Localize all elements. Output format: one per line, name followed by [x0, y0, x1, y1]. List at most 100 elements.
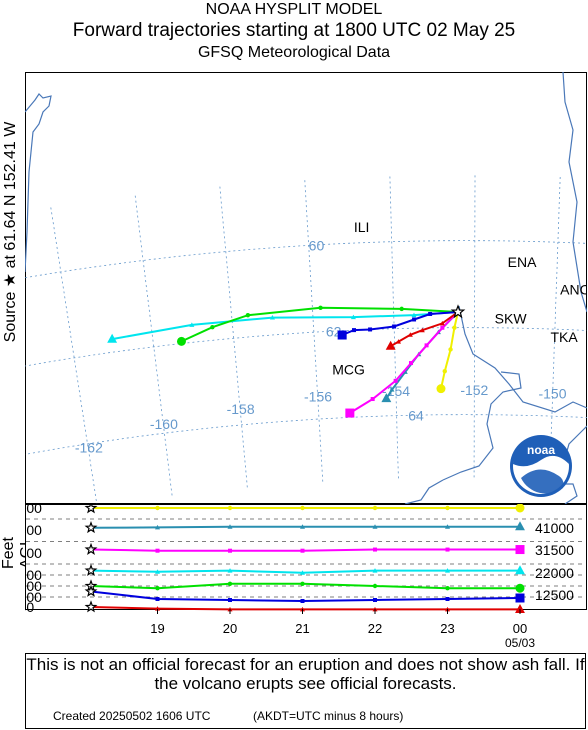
height-endpoint	[515, 583, 525, 593]
height-point	[300, 524, 305, 529]
height-line	[90, 525, 520, 529]
trajectory-point	[399, 306, 404, 312]
time-tick-label: 00	[513, 621, 527, 636]
time-tick-label: 19	[150, 621, 164, 636]
height-point	[227, 568, 233, 573]
height-tick-label: 20000	[25, 567, 42, 583]
trajectory-5000	[385, 311, 459, 350]
height-series-12500	[84, 584, 525, 603]
trajectory-15000	[176, 305, 459, 346]
model-title: NOAA HYSPLIT MODEL	[205, 1, 383, 18]
height-point	[300, 548, 305, 553]
trajectory-endpoint	[385, 340, 396, 350]
time-tick-label: 20	[223, 621, 237, 636]
trajectory-point	[411, 312, 417, 318]
lat-lon-grid	[25, 175, 587, 504]
trajectory-endpoint	[436, 384, 446, 394]
source-star-icon	[84, 504, 98, 514]
time-tick-label: 21	[295, 621, 309, 636]
height-point	[372, 505, 378, 511]
trajectory-endpoint	[337, 330, 347, 340]
longitude-label: -156	[304, 389, 332, 405]
station-skw: SKW	[495, 310, 528, 326]
height-endpoint	[515, 521, 525, 531]
height-point	[445, 586, 450, 591]
time-tick-label: 23	[440, 621, 454, 636]
trajectory-point	[439, 320, 445, 326]
height-tick-label: 15000	[25, 578, 42, 594]
source-star-icon	[84, 521, 98, 534]
trajectory-point	[402, 369, 408, 374]
height-point	[155, 524, 160, 530]
height-point	[300, 570, 305, 575]
trajectory-point	[408, 361, 413, 366]
parallel-line	[25, 327, 587, 367]
height-endpoint	[515, 565, 525, 575]
height-endpoint	[515, 545, 525, 555]
station-ili: ILI	[354, 219, 370, 235]
created-timestamp: Created 20250502 1606 UTC	[53, 709, 211, 723]
footer-box: This is not an official forecast for an …	[25, 653, 586, 729]
height-gridlines	[26, 518, 586, 598]
trajectory-50000	[436, 311, 459, 394]
trajectory-22000	[107, 311, 459, 343]
height-series-22000	[84, 563, 525, 576]
meridian-line	[50, 207, 98, 504]
height-point	[372, 568, 378, 573]
longitude-label: -152	[460, 382, 488, 398]
height-series-50000	[84, 504, 525, 514]
trajectory-point	[210, 324, 215, 330]
parallel-line	[25, 240, 587, 279]
disclaimer-text: This is not an official forecast for an …	[26, 655, 585, 693]
station-anc: ANC	[560, 282, 587, 298]
height-point	[155, 569, 160, 574]
trajectory-point	[389, 387, 395, 392]
trajectory-point	[440, 325, 445, 330]
height-tick-label: 5000	[25, 599, 34, 615]
trajectory-point	[269, 315, 275, 320]
source-star-icon	[450, 304, 466, 319]
source-star-icon	[84, 542, 98, 556]
release-height-label: 31500	[535, 542, 574, 558]
meridian-line	[304, 180, 324, 485]
longitude-label: -162	[75, 439, 103, 455]
date-label: 05/03	[505, 636, 535, 650]
height-point	[227, 581, 233, 586]
trajectory-12500	[337, 311, 459, 340]
trajectory-point	[392, 324, 397, 329]
trajectory-line	[181, 306, 459, 343]
trajectory-point	[351, 328, 356, 333]
latitude-label: 64	[408, 407, 424, 423]
noaa-logo-icon: noaa	[510, 435, 572, 497]
height-tick-label: 10000	[25, 589, 42, 605]
trajectory-point	[424, 343, 429, 348]
meridian-line	[389, 176, 399, 481]
height-tick-label: 40000	[25, 522, 42, 538]
height-point	[445, 568, 450, 573]
height-point	[373, 598, 377, 602]
trajectory-endpoint	[345, 408, 355, 418]
source-star-icon	[84, 563, 98, 576]
height-point	[155, 505, 160, 511]
time-tick-label: 22	[368, 621, 382, 636]
longitude-label: -158	[227, 401, 255, 417]
trajectory-endpoint	[107, 333, 118, 343]
height-series-31500	[84, 542, 525, 556]
height-tick-label: 30000	[25, 545, 42, 561]
longitude-label: -150	[538, 386, 566, 402]
trajectory-point	[396, 339, 402, 344]
trajectory-point	[412, 317, 417, 322]
source-location-label: Source ★ at 61.64 N 152.41 W	[2, 121, 19, 343]
meridian-line	[549, 176, 561, 482]
release-height-label: 22000	[535, 565, 574, 581]
height-axis-ticks: 50000 40000 30000 2000015000100005000 41000 3…	[25, 504, 574, 650]
map-frame	[25, 72, 587, 504]
station-mcg: MCG	[332, 362, 365, 378]
height-point	[155, 586, 160, 591]
height-point	[445, 597, 450, 601]
met-data-title: GFSQ Meteorological Data	[197, 44, 391, 61]
station-ena: ENA	[508, 254, 537, 270]
height-point	[300, 505, 305, 511]
